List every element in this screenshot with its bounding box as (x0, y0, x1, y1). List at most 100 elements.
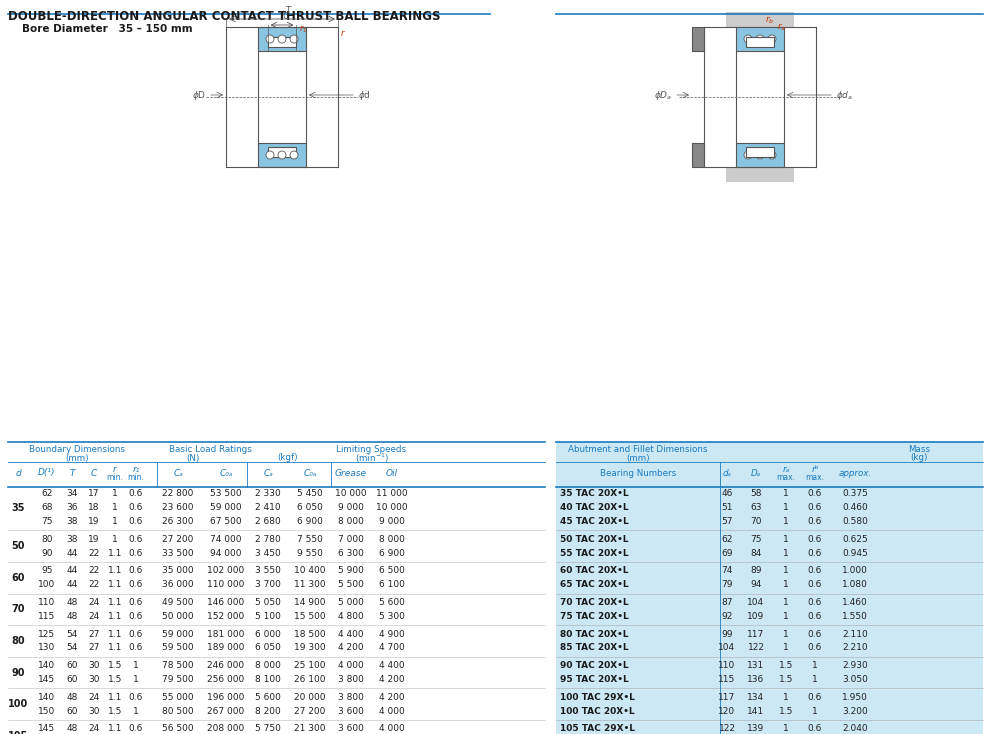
Text: 20 000: 20 000 (294, 693, 326, 702)
Text: 4 200: 4 200 (338, 644, 364, 653)
Text: 5 300: 5 300 (380, 612, 405, 621)
Text: 1.5: 1.5 (108, 661, 122, 670)
Text: 70: 70 (11, 604, 25, 614)
Text: Dₐ: Dₐ (751, 468, 761, 478)
Bar (692, 143, 704, 167)
Text: 44: 44 (66, 567, 77, 575)
Text: 0.6: 0.6 (129, 598, 143, 607)
Text: 84: 84 (750, 548, 762, 558)
Text: Grease: Grease (335, 468, 367, 478)
Text: 2.210: 2.210 (842, 644, 868, 653)
Text: 35 000: 35 000 (163, 567, 194, 575)
Text: 2 330: 2 330 (255, 490, 280, 498)
Circle shape (278, 35, 286, 43)
Text: 3 800: 3 800 (338, 693, 364, 702)
Text: 1: 1 (112, 535, 118, 544)
Text: 1: 1 (813, 661, 818, 670)
Text: 22: 22 (88, 548, 100, 558)
Text: 22: 22 (88, 567, 100, 575)
Text: 110 000: 110 000 (207, 580, 245, 589)
Text: 110: 110 (39, 598, 55, 607)
Text: 1.000: 1.000 (842, 567, 868, 575)
Circle shape (744, 151, 752, 159)
Text: 117: 117 (747, 630, 765, 639)
Text: 44: 44 (66, 548, 77, 558)
Text: 49 500: 49 500 (163, 598, 194, 607)
Text: 145: 145 (39, 675, 55, 684)
Text: 1: 1 (783, 598, 789, 607)
Text: 1.080: 1.080 (842, 580, 868, 589)
Text: 3 600: 3 600 (338, 724, 364, 733)
Text: 4 800: 4 800 (338, 612, 364, 621)
Text: 0.6: 0.6 (808, 612, 823, 621)
Text: 5 600: 5 600 (380, 598, 405, 607)
Text: 19 300: 19 300 (294, 644, 326, 653)
Bar (556, 442, 983, 734)
Circle shape (290, 35, 298, 43)
Circle shape (756, 151, 764, 159)
Text: 1: 1 (783, 612, 789, 621)
Text: 0.6: 0.6 (129, 490, 143, 498)
Text: 1: 1 (813, 707, 818, 716)
Text: 115: 115 (39, 612, 55, 621)
Text: 0.6: 0.6 (808, 580, 823, 589)
Bar (736, 143, 784, 167)
Text: 208 000: 208 000 (207, 724, 245, 733)
Text: C₀ₐ: C₀ₐ (303, 468, 317, 478)
Text: 95 TAC 20X•L: 95 TAC 20X•L (560, 675, 628, 684)
Text: 5 750: 5 750 (255, 724, 280, 733)
Text: 78 500: 78 500 (163, 661, 194, 670)
Text: 60: 60 (11, 573, 25, 583)
Text: 90: 90 (11, 668, 25, 677)
Text: 80 TAC 20X•L: 80 TAC 20X•L (560, 630, 628, 639)
Text: 27 200: 27 200 (163, 535, 193, 544)
Text: 58: 58 (750, 490, 762, 498)
Text: 5 100: 5 100 (255, 612, 280, 621)
Text: (min$^{-1}$): (min$^{-1}$) (355, 451, 388, 465)
Text: Cₐ: Cₐ (173, 468, 183, 478)
Text: C: C (91, 468, 97, 478)
Bar (258, 143, 306, 167)
Text: 1.5: 1.5 (779, 675, 793, 684)
Text: 1.1: 1.1 (108, 630, 122, 639)
Text: 48: 48 (66, 612, 77, 621)
Text: 6 900: 6 900 (297, 517, 323, 526)
Text: 92: 92 (721, 612, 732, 621)
Text: 4 900: 4 900 (380, 630, 405, 639)
Text: 2.040: 2.040 (842, 724, 868, 733)
Text: min.: min. (107, 473, 124, 482)
Text: 40 TAC 20X•L: 40 TAC 20X•L (560, 504, 628, 512)
Text: 0.6: 0.6 (808, 724, 823, 733)
Text: C: C (282, 12, 289, 21)
Text: 10 000: 10 000 (377, 504, 408, 512)
Text: $\phi D_a$: $\phi D_a$ (654, 89, 672, 101)
Circle shape (266, 35, 274, 43)
Text: Mass: Mass (908, 446, 931, 454)
Text: 3 550: 3 550 (255, 567, 280, 575)
Text: 152 000: 152 000 (207, 612, 245, 621)
Text: 6 300: 6 300 (338, 548, 364, 558)
Text: 1: 1 (783, 504, 789, 512)
Text: $\phi d_a$: $\phi d_a$ (836, 89, 853, 101)
Text: 1.1: 1.1 (108, 612, 122, 621)
Text: 27: 27 (88, 644, 100, 653)
Text: 1.1: 1.1 (108, 567, 122, 575)
Text: 104: 104 (718, 644, 735, 653)
Text: 4 200: 4 200 (380, 693, 404, 702)
Text: 0.6: 0.6 (129, 630, 143, 639)
Text: 1: 1 (783, 580, 789, 589)
Text: rᵇ: rᵇ (812, 465, 819, 474)
Text: 10 000: 10 000 (335, 490, 367, 498)
Text: 55 TAC 20X•L: 55 TAC 20X•L (560, 548, 628, 558)
Text: 181 000: 181 000 (207, 630, 245, 639)
Text: 68: 68 (42, 504, 53, 512)
Text: 48: 48 (66, 693, 77, 702)
Text: 54: 54 (66, 630, 77, 639)
Text: 0.6: 0.6 (129, 567, 143, 575)
Text: 1.950: 1.950 (842, 693, 868, 702)
Text: 8 000: 8 000 (338, 517, 364, 526)
Text: 0.6: 0.6 (808, 517, 823, 526)
Text: 139: 139 (747, 724, 765, 733)
Text: 19: 19 (88, 517, 100, 526)
Text: Limiting Speeds: Limiting Speeds (336, 446, 406, 454)
